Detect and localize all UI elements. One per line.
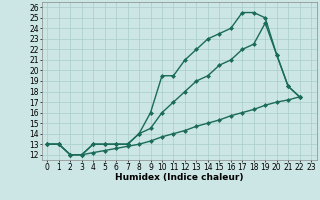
X-axis label: Humidex (Indice chaleur): Humidex (Indice chaleur)	[115, 173, 244, 182]
